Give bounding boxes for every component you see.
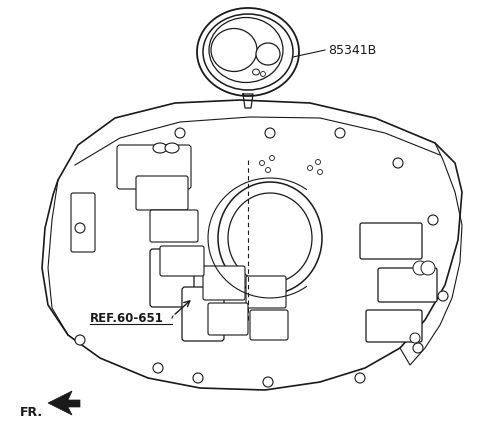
Circle shape [269, 156, 275, 160]
Ellipse shape [218, 182, 322, 294]
FancyBboxPatch shape [208, 303, 248, 335]
FancyBboxPatch shape [246, 276, 286, 308]
Ellipse shape [256, 43, 280, 65]
Circle shape [75, 335, 85, 345]
Circle shape [335, 128, 345, 138]
FancyBboxPatch shape [160, 246, 204, 276]
Polygon shape [42, 100, 462, 390]
Circle shape [410, 333, 420, 343]
FancyBboxPatch shape [366, 310, 422, 342]
Ellipse shape [209, 17, 283, 83]
FancyBboxPatch shape [182, 287, 224, 341]
FancyBboxPatch shape [117, 145, 191, 189]
Ellipse shape [252, 69, 260, 75]
Circle shape [421, 261, 435, 275]
Text: FR.: FR. [20, 406, 43, 420]
Circle shape [75, 223, 85, 233]
FancyBboxPatch shape [150, 249, 194, 307]
Ellipse shape [153, 143, 167, 153]
FancyBboxPatch shape [150, 210, 198, 242]
FancyBboxPatch shape [203, 266, 245, 300]
FancyBboxPatch shape [71, 193, 95, 252]
Circle shape [438, 291, 448, 301]
Circle shape [413, 343, 423, 353]
Circle shape [265, 128, 275, 138]
FancyBboxPatch shape [136, 176, 188, 210]
Ellipse shape [203, 14, 293, 90]
Circle shape [317, 170, 323, 174]
Circle shape [355, 373, 365, 383]
Ellipse shape [165, 143, 179, 153]
Ellipse shape [197, 8, 299, 96]
Circle shape [265, 167, 271, 173]
Circle shape [175, 128, 185, 138]
Ellipse shape [261, 72, 265, 76]
Ellipse shape [228, 193, 312, 283]
Circle shape [193, 373, 203, 383]
Circle shape [393, 158, 403, 168]
Text: 85341B: 85341B [328, 44, 376, 56]
Polygon shape [48, 391, 80, 415]
Circle shape [153, 363, 163, 373]
Circle shape [308, 166, 312, 170]
FancyBboxPatch shape [378, 268, 437, 302]
Circle shape [413, 261, 427, 275]
Circle shape [263, 377, 273, 387]
FancyBboxPatch shape [360, 223, 422, 259]
Circle shape [428, 215, 438, 225]
FancyBboxPatch shape [250, 310, 288, 340]
Ellipse shape [211, 28, 257, 72]
Text: REF.60-651: REF.60-651 [90, 312, 164, 325]
Circle shape [260, 160, 264, 166]
Circle shape [315, 160, 321, 164]
